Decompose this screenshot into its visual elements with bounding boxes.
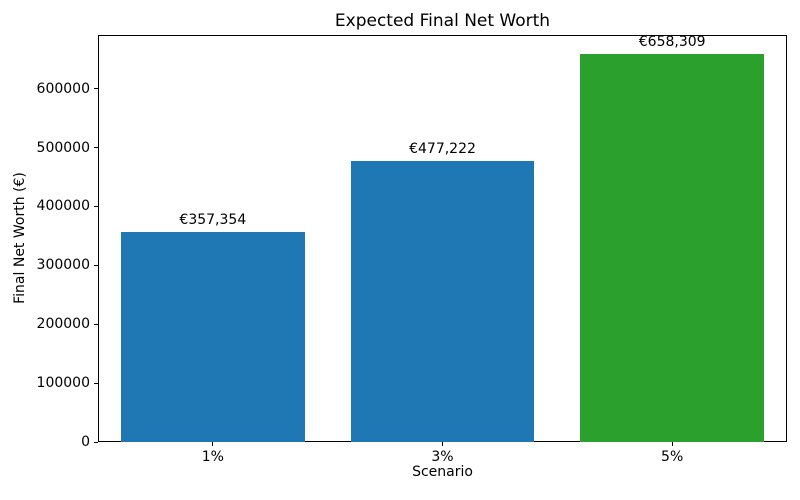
y-tick-label: 200000 <box>36 316 90 333</box>
x-tick-label: 3% <box>431 449 454 465</box>
chart-title: Expected Final Net Worth <box>334 11 551 31</box>
bar-value-label: €357,354 <box>179 211 247 228</box>
y-tick-mark <box>94 264 98 266</box>
x-tick-label: 1% <box>201 449 224 465</box>
y-axis-label: Final Net Worth (€) <box>12 172 28 304</box>
bar-3% <box>350 161 535 442</box>
x-tick-mark <box>671 442 673 446</box>
x-axis-label: Scenario <box>412 464 473 480</box>
x-tick-mark <box>212 442 214 446</box>
bar-value-label: €477,222 <box>409 141 476 157</box>
y-tick-label: 400000 <box>36 198 90 215</box>
y-tick-mark <box>94 323 98 325</box>
y-tick-mark <box>94 147 98 149</box>
y-tick-label: 300000 <box>36 257 90 274</box>
y-tick-mark <box>94 441 98 443</box>
x-tick-mark <box>442 442 443 446</box>
y-tick-mark <box>94 382 98 384</box>
bar-value-label: €658,309 <box>638 34 706 51</box>
y-tick-mark <box>94 88 98 90</box>
bar-5% <box>580 54 765 442</box>
bar-1% <box>120 231 305 442</box>
x-tick-label: 5% <box>661 449 684 465</box>
y-tick-label: 100000 <box>36 375 90 392</box>
y-tick-mark <box>94 205 98 207</box>
y-tick-label: 600000 <box>36 80 90 97</box>
y-tick-label: 0 <box>81 434 90 450</box>
y-tick-label: 500000 <box>36 139 90 156</box>
